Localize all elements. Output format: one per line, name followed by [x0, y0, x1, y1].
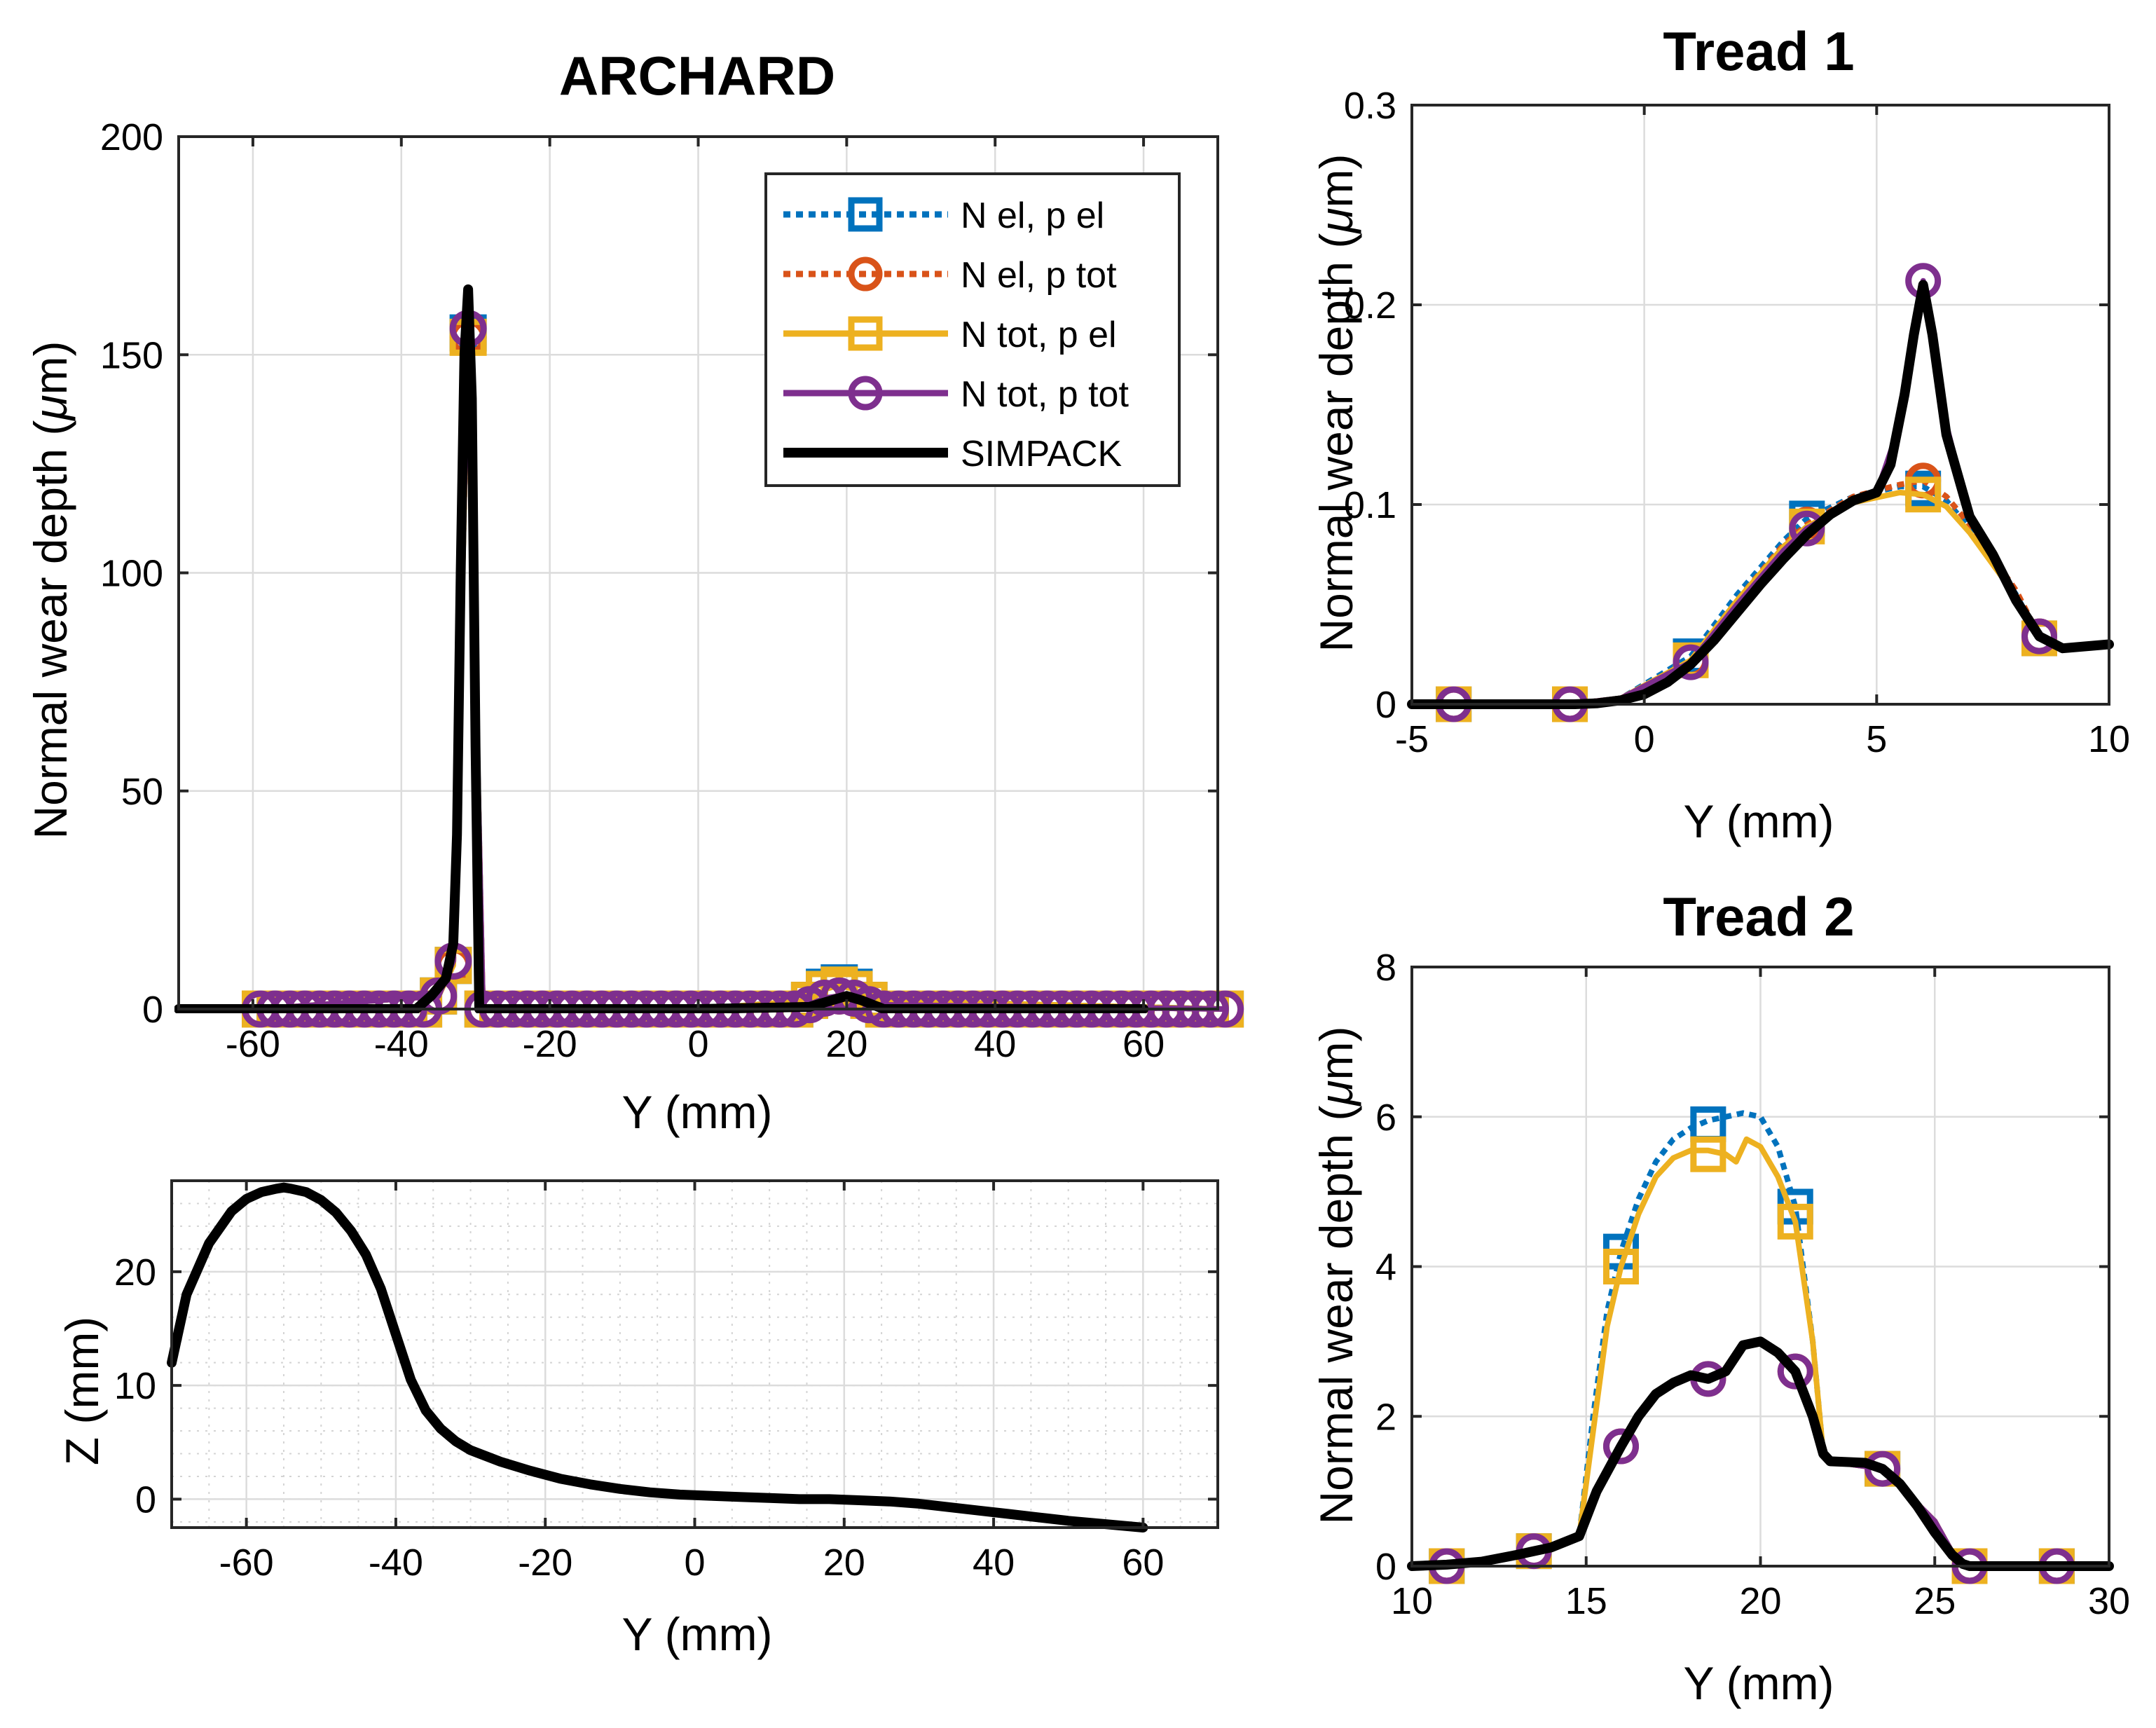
- archard-x-tick-label: 0: [687, 1023, 708, 1065]
- archard-series-line-4: [174, 284, 1149, 1013]
- tread1-y-tick-label: 0.2: [1344, 284, 1396, 327]
- profile-series-line-0: [167, 1182, 1148, 1532]
- archard-x-tick-label: -40: [374, 1023, 429, 1065]
- tread2-series-group: [1407, 1106, 2114, 1584]
- tread2-y-tick-label: 8: [1375, 947, 1396, 989]
- archard-y-axis-label: Normal wear depth (μm): [25, 341, 76, 839]
- tread1-y-tick-label: 0: [1375, 684, 1396, 726]
- tread1-y-tick-label: 0.1: [1344, 484, 1396, 526]
- archard-x-tick-label: -60: [226, 1023, 280, 1065]
- archard-y-tick-label: 50: [121, 771, 163, 813]
- tread2-x-tick-label: 30: [2088, 1580, 2130, 1622]
- tread1-x-tick-label: 0: [1634, 718, 1655, 760]
- tread2-marker-square: [1690, 1136, 1726, 1172]
- wheel-profile-chart: Y (mm) Z (mm) -60 -40 -20 0 20 40 60 0 10 20: [56, 1179, 1219, 1660]
- tread2-y-tick-label: 6: [1375, 1097, 1396, 1139]
- archard-x-tick-label: 20: [825, 1023, 867, 1065]
- profile-x-tick-label: 40: [973, 1542, 1015, 1584]
- archard-series-group: [174, 284, 1244, 1028]
- tread2-x-tick-label: 10: [1391, 1580, 1433, 1622]
- tread1-marker-square: [1905, 476, 1942, 513]
- profile-x-tick-label: 60: [1122, 1542, 1164, 1584]
- tread2-wear-chart: Tread 2 Y (mm) Normal wear depth (μm) 10…: [1310, 886, 2130, 1709]
- tread1-title: Tread 1: [1663, 20, 1854, 82]
- legend-marker-0: [848, 197, 883, 232]
- tread1-marker-circle: [1673, 644, 1709, 680]
- tread2-y-tick-label: 0: [1375, 1546, 1396, 1588]
- legend-label-0: N el, p el: [961, 196, 1104, 236]
- tread1-y-axis-label: Normal wear depth (μm): [1310, 153, 1362, 652]
- tread2-x-tick-label: 20: [1739, 1580, 1781, 1622]
- tread2-series-line-4: [1407, 1336, 2114, 1571]
- tread1-wear-chart: Tread 1 Y (mm) Normal wear depth (μm) -5…: [1310, 20, 2130, 847]
- tread1-x-tick-label: 10: [2088, 718, 2130, 760]
- profile-y-tick-label: 10: [114, 1365, 156, 1407]
- tread2-title: Tread 2: [1663, 886, 1854, 947]
- profile-ticks: -60 -40 -20 0 20 40 60 0 10 20: [114, 1181, 1218, 1584]
- profile-x-axis-label: Y (mm): [622, 1608, 772, 1660]
- archard-x-tick-label: 60: [1122, 1023, 1165, 1065]
- tread1-series-line-4: [1407, 280, 2114, 709]
- tread1-x-tick-label: -5: [1395, 718, 1429, 760]
- tread1-x-tick-label: 5: [1866, 718, 1887, 760]
- tread2-marker-square: [1603, 1249, 1639, 1284]
- legend-marker-3: [848, 376, 883, 411]
- archard-x-tick-label: -20: [523, 1023, 577, 1065]
- profile-grid: [172, 1181, 1218, 1528]
- archard-y-tick-label: 150: [100, 334, 163, 376]
- legend-marker-2: [848, 316, 883, 351]
- tread2-y-tick-label: 2: [1375, 1396, 1396, 1438]
- tread2-y-axis-label: Normal wear depth (μm): [1310, 1026, 1362, 1524]
- tread1-axes-frame: [1410, 104, 2110, 706]
- profile-y-axis-label: Z (mm): [56, 1317, 108, 1466]
- profile-x-tick-label: 0: [684, 1542, 705, 1584]
- tread2-x-tick-label: 25: [1914, 1580, 1956, 1622]
- profile-series-group: [167, 1182, 1148, 1532]
- archard-x-tick-label: 40: [974, 1023, 1016, 1065]
- archard-y-tick-label: 200: [100, 116, 163, 158]
- profile-y-tick-label: 0: [135, 1479, 156, 1521]
- profile-x-tick-label: -20: [518, 1542, 572, 1584]
- legend-label-3: N tot, p tot: [961, 374, 1129, 415]
- legend-label-4: SIMPACK: [961, 434, 1122, 474]
- legend-label-1: N el, p tot: [961, 255, 1117, 296]
- legend-box: [764, 172, 1181, 487]
- archard-y-tick-label: 0: [142, 989, 163, 1031]
- tread2-marker-circle: [1603, 1428, 1639, 1465]
- profile-x-tick-label: -40: [369, 1542, 423, 1584]
- archard-legend: N el, p el N el, p tot N tot, p el N tot, p…: [764, 172, 1181, 487]
- tread2-x-tick-label: 15: [1565, 1580, 1607, 1622]
- profile-x-tick-label: 20: [823, 1542, 865, 1584]
- tread2-y-tick-label: 4: [1375, 1247, 1396, 1289]
- tread2-marker-square: [1777, 1203, 1813, 1240]
- archard-wear-chart: ARCHARD Y (mm) Normal wear depth (μm) -6…: [25, 45, 1244, 1138]
- archard-title: ARCHARD: [559, 45, 835, 107]
- profile-x-tick-label: -60: [219, 1542, 274, 1584]
- legend-marker-1: [848, 256, 883, 292]
- tread1-x-axis-label: Y (mm): [1683, 795, 1834, 847]
- tread1-marker-circle: [1789, 510, 1825, 547]
- tread2-ticks: 10 15 20 25 30 0 2 4 6 8: [1375, 947, 2130, 1622]
- archard-x-axis-label: Y (mm): [622, 1086, 772, 1138]
- tread1-marker-circle: [2021, 618, 2057, 654]
- tread1-y-tick-label: 0.3: [1344, 85, 1396, 127]
- profile-y-tick-label: 20: [114, 1252, 156, 1294]
- archard-ticks: -60 -40 -20 0 20 40 60 0 50 100 150 200: [100, 116, 1218, 1065]
- archard-y-tick-label: 100: [100, 553, 163, 595]
- legend-label-2: N tot, p el: [961, 315, 1117, 355]
- tread2-marker-circle: [1777, 1353, 1813, 1390]
- tread2-x-axis-label: Y (mm): [1683, 1657, 1834, 1709]
